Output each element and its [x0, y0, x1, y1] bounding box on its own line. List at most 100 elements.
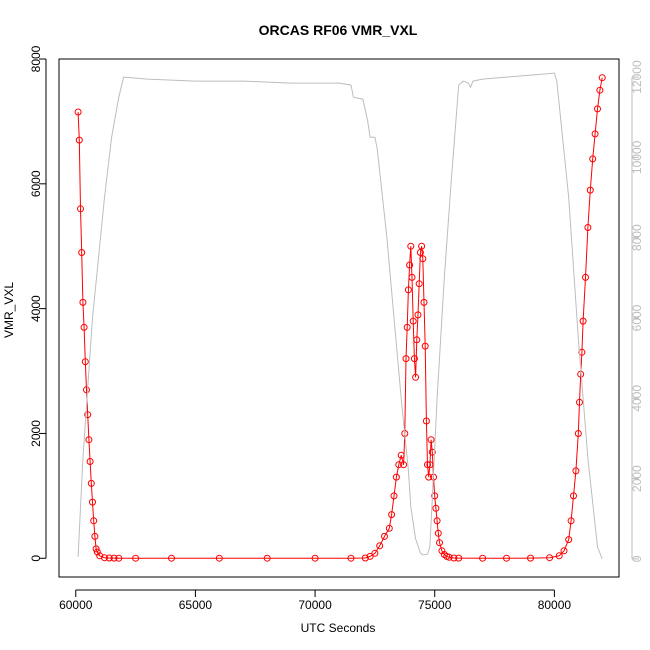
y-tick-label: 8000	[29, 45, 43, 72]
data-point	[89, 498, 96, 506]
data-point	[594, 105, 601, 113]
data-point	[565, 536, 573, 544]
x-tick-label: 70000	[298, 598, 332, 612]
series-layer	[74, 72, 606, 562]
x-tick-label: 75000	[418, 598, 452, 612]
data-point	[420, 298, 428, 306]
data-point	[132, 554, 140, 562]
data-point	[415, 280, 423, 288]
data-point	[74, 108, 82, 116]
x-tick-label: 60000	[59, 598, 93, 612]
data-point	[371, 549, 379, 557]
data-point	[414, 311, 422, 319]
data-point	[105, 554, 113, 562]
data-point	[87, 479, 95, 487]
y-tick-label: 2000	[29, 420, 43, 447]
data-point	[578, 348, 586, 356]
y2-tick-label: 4000	[630, 385, 644, 412]
data-point	[366, 552, 374, 560]
data-point	[455, 554, 463, 562]
data-point	[567, 517, 575, 525]
data-point	[311, 554, 319, 562]
x-tick-label: 65000	[179, 598, 213, 612]
data-point	[413, 336, 421, 344]
data-point	[450, 554, 458, 562]
data-point	[560, 547, 568, 555]
data-point	[408, 273, 416, 281]
data-point	[412, 373, 420, 381]
data-point	[425, 473, 433, 481]
data-point	[81, 358, 89, 366]
y2-tick-label: 10000	[630, 140, 644, 174]
data-point	[406, 261, 414, 269]
data-point	[397, 451, 405, 459]
y-tick-label: 4000	[29, 295, 43, 322]
data-point	[419, 255, 427, 263]
data-point	[432, 504, 440, 512]
chart-title: ORCAS RF06 VMR_VXL	[259, 22, 418, 38]
x-tick-label: 80000	[538, 598, 572, 612]
data-point	[589, 155, 597, 163]
data-point	[91, 532, 99, 540]
data-point	[424, 461, 431, 469]
data-point	[110, 554, 118, 562]
y2-tick-label: 6000	[630, 304, 644, 331]
data-point	[546, 554, 554, 562]
plot-frame	[58, 58, 620, 578]
data-point	[438, 547, 446, 555]
data-point	[96, 552, 104, 560]
data-point	[215, 554, 223, 562]
data-point	[434, 529, 442, 537]
data-point	[598, 74, 606, 82]
data-point	[422, 417, 430, 425]
data-point	[421, 342, 429, 350]
data-point	[79, 298, 87, 306]
data-point	[479, 554, 487, 562]
data-point	[86, 458, 94, 465]
data-point	[576, 398, 583, 406]
data-point	[404, 286, 412, 294]
data-point	[416, 249, 424, 256]
data-point	[574, 430, 582, 437]
data-point	[92, 545, 100, 553]
data-point	[403, 323, 411, 331]
data-point	[436, 539, 443, 547]
data-point	[428, 448, 436, 456]
y-tick-label: 0	[29, 555, 43, 562]
data-point	[90, 517, 98, 525]
data-point	[93, 548, 101, 556]
data-point	[361, 554, 369, 562]
data-point	[582, 273, 589, 281]
data-point	[347, 554, 355, 562]
data-point	[75, 136, 83, 144]
data-point	[433, 517, 441, 525]
y-tick-label: 6000	[29, 170, 43, 197]
data-point	[77, 205, 84, 213]
data-point	[418, 242, 426, 250]
data-point	[426, 461, 434, 469]
data-point	[263, 554, 271, 562]
data-point	[445, 553, 453, 561]
data-point	[572, 467, 580, 475]
data-point	[376, 542, 384, 550]
data-point	[579, 317, 587, 325]
data-point	[168, 554, 175, 562]
data-point	[410, 355, 418, 363]
data-point	[427, 436, 435, 444]
data-point	[78, 249, 86, 256]
data-point	[385, 524, 393, 532]
axes: 60000 65000 70000 75000 80000 0 2000 4000 6000 80…	[29, 45, 644, 612]
y2-tick-label: 12000	[630, 60, 644, 94]
data-point	[527, 554, 534, 562]
data-point	[395, 461, 403, 469]
data-point	[83, 386, 90, 394]
data-point	[381, 532, 388, 540]
data-point	[101, 554, 108, 562]
y2-tick-label: 2000	[630, 465, 644, 492]
data-point	[596, 86, 604, 94]
data-point	[584, 224, 592, 231]
data-point	[570, 492, 577, 500]
y2-tick-label: 8000	[630, 224, 644, 251]
y-axis-label: VMR_VXL	[2, 282, 16, 338]
